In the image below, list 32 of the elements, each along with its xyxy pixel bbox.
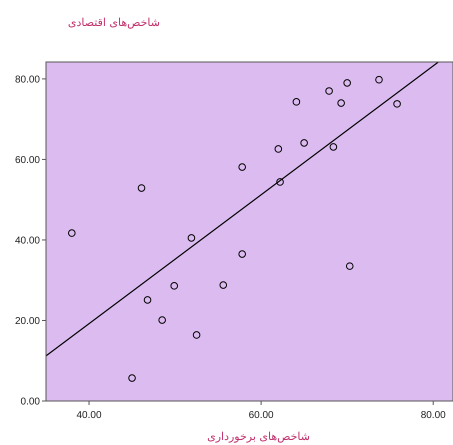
point [292, 98, 300, 106]
point [337, 99, 345, 107]
point [276, 178, 284, 186]
point [274, 145, 282, 153]
point [158, 316, 166, 324]
point [346, 262, 354, 270]
point [393, 100, 401, 108]
point [343, 79, 351, 87]
point [144, 296, 152, 304]
x-tick-label: 60.00 [248, 410, 274, 421]
point [238, 163, 246, 171]
point [192, 331, 200, 339]
point [138, 184, 146, 192]
point [188, 234, 196, 242]
point [300, 139, 308, 147]
y-axis-title: شاخص‌های اقتصادی [68, 16, 160, 29]
point [238, 250, 246, 258]
point [219, 281, 228, 289]
point [325, 87, 333, 95]
x-tick-label: 80.00 [420, 410, 446, 421]
point [375, 76, 383, 84]
x-tick-label: 40.00 [76, 410, 102, 421]
point [170, 282, 178, 290]
y-tick-label: 0.00 [20, 396, 40, 408]
x-axis-title: شاخص‌های برخورداری [207, 430, 310, 443]
y-tick-label: 20.00 [14, 316, 40, 327]
point [330, 143, 338, 151]
y-tick-label: 60.00 [14, 154, 40, 166]
y-tick-label: 80.00 [14, 74, 40, 86]
y-tick-label: 40.00 [14, 235, 40, 246]
point [68, 229, 76, 237]
point [128, 374, 136, 382]
